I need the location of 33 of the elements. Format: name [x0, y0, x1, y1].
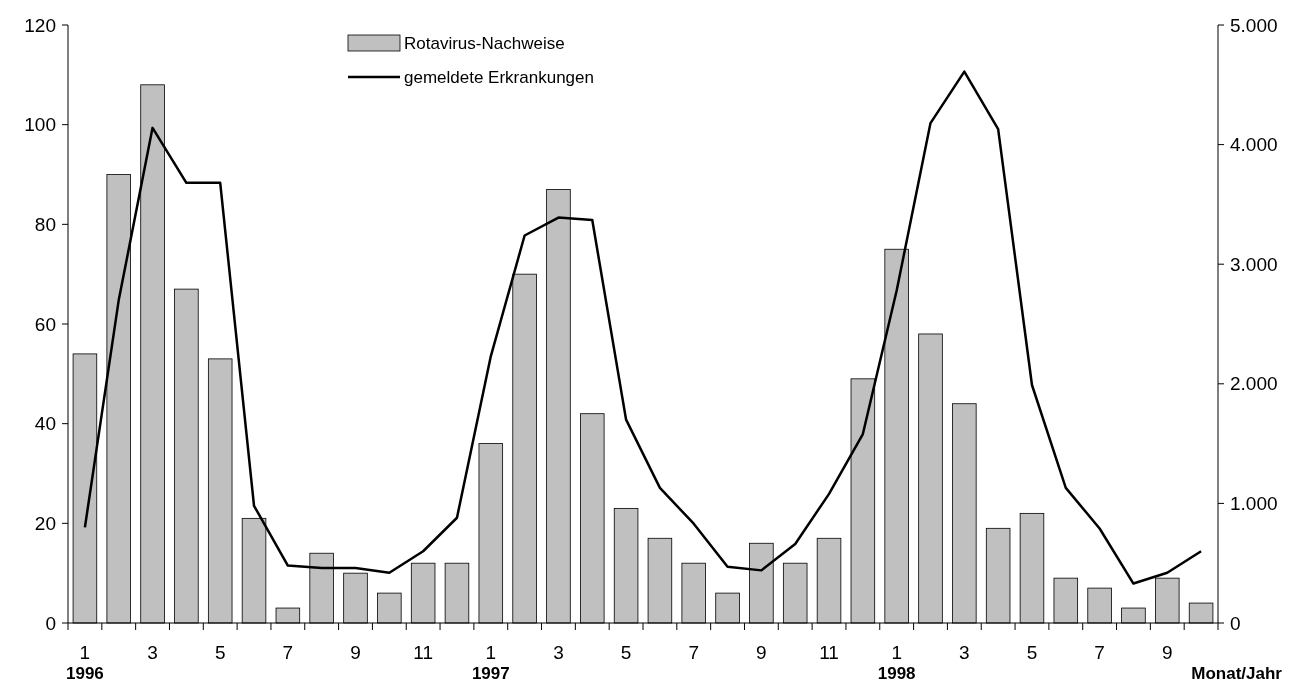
- y-tick-label: 120: [24, 14, 56, 36]
- y-tick-label: 80: [34, 213, 56, 235]
- y2-tick-label: 5.000: [1230, 14, 1278, 36]
- x-tick-label: 9: [1161, 642, 1173, 663]
- y2-tick-label: 1.000: [1230, 493, 1278, 515]
- x-tick-label: 3: [553, 642, 564, 663]
- x-tick-label: 7: [688, 642, 700, 663]
- y-tick-label: 40: [34, 413, 56, 435]
- y-tick-label: 0: [45, 612, 56, 634]
- y-tick-label: 60: [34, 313, 56, 335]
- y-tick-label: 100: [24, 114, 56, 136]
- x-axis-title: Monat/Jahr: [1191, 664, 1283, 683]
- x-tick-label: 5: [214, 642, 226, 663]
- x-tick-label: 3: [959, 642, 970, 663]
- x-tick-label: 11: [819, 642, 839, 663]
- legend-label: gemeldete Erkrankungen: [404, 67, 594, 87]
- y2-tick-label: 3.000: [1230, 253, 1278, 275]
- x-tick-label: 3: [147, 642, 158, 663]
- y2-tick-label: 0: [1230, 612, 1241, 634]
- x-tick-label: 1 1996: [66, 642, 104, 683]
- x-tick-label: 9: [350, 642, 361, 663]
- x-tick-label: 9: [756, 642, 767, 663]
- x-tick-label: 11: [413, 642, 434, 663]
- x-tick-label: 7: [1094, 642, 1105, 663]
- y-tick-label: 20: [34, 512, 56, 534]
- legend-label: Rotavirus-Nachweise: [404, 33, 565, 53]
- x-tick-label: 1 1998: [877, 642, 916, 683]
- x-tick-label: 7: [282, 642, 294, 663]
- x-tick-label: 1 1997: [471, 642, 510, 683]
- y2-tick-label: 4.000: [1230, 134, 1278, 156]
- x-tick-label: 5: [1026, 642, 1038, 663]
- y2-tick-label: 2.000: [1230, 373, 1278, 395]
- x-tick-label: 5: [620, 642, 632, 663]
